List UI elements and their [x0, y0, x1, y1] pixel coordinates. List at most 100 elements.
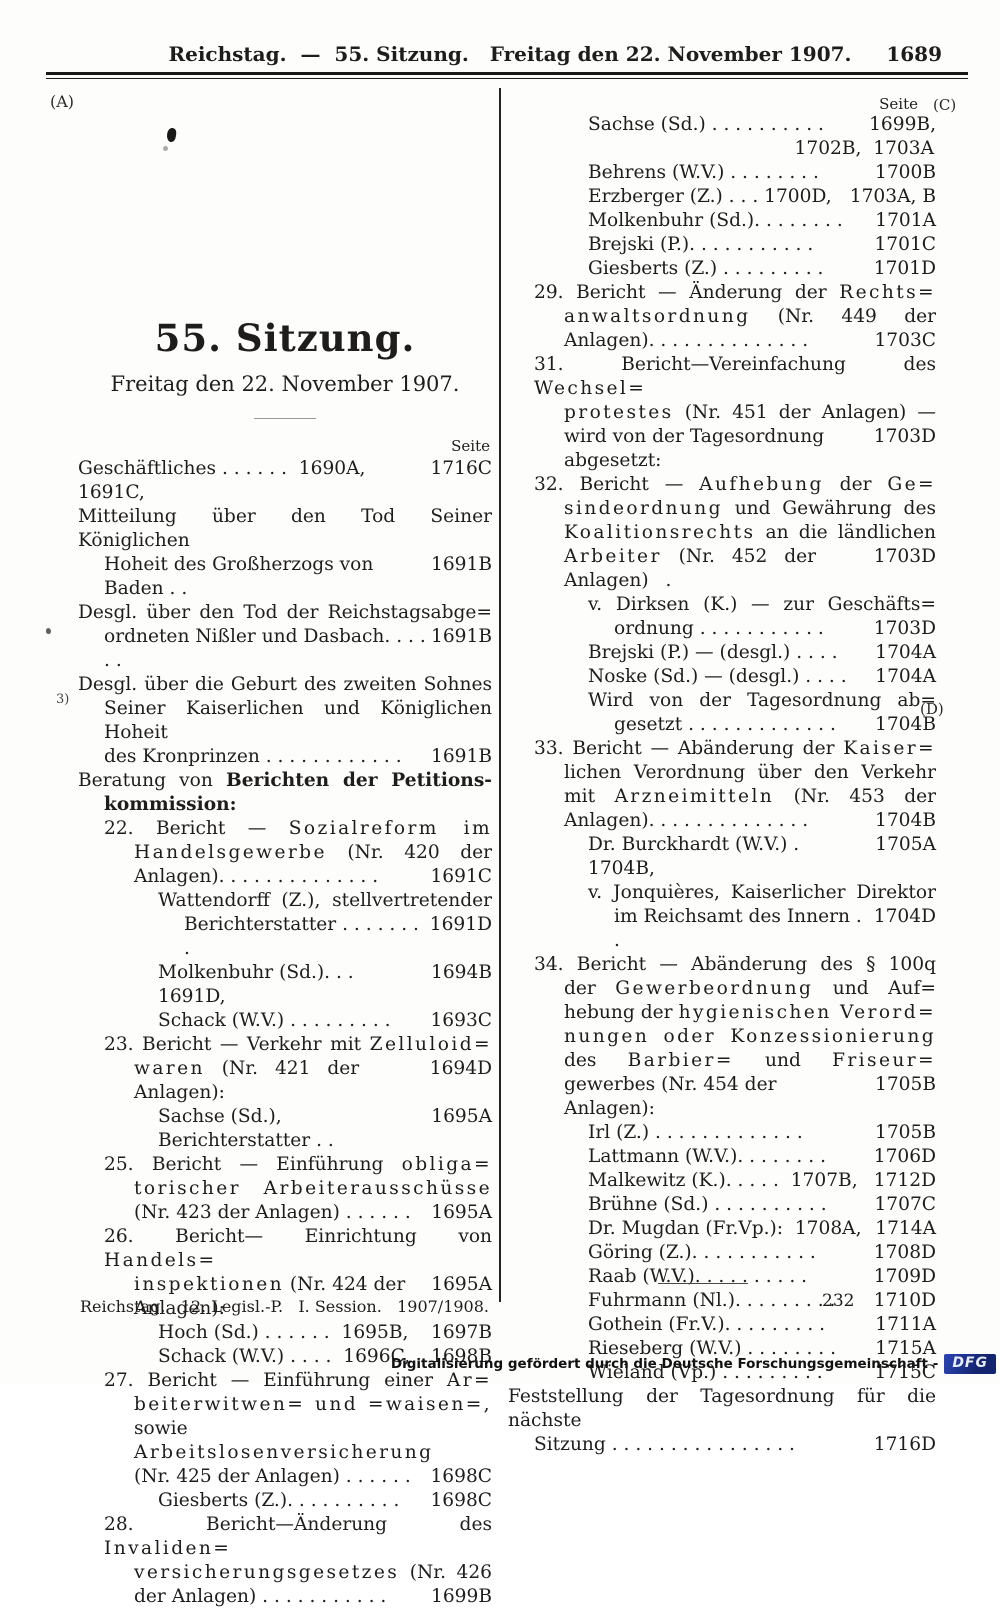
toc-entry-text: Arbeiter (Nr. 452 der Anlagen) . [564, 546, 833, 591]
toc-line: nungen oder Konzessionierung [508, 1025, 936, 1049]
toc-line: Arbeiter (Nr. 452 der Anlagen) . 1703D [508, 545, 936, 593]
toc-entry-text: Raab (W.V.). . . . . . . . . . [588, 1266, 808, 1287]
page-ref: 1698C [430, 1490, 492, 1511]
toc-line: inspektionen (Nr. 424 der Anlagen): 1695A [78, 1273, 492, 1321]
toc-entry-text: ordnung . . . . . . . . . . . [614, 618, 824, 639]
toc-line: Schack (W.V.) . . . . 1696C, 1698B [78, 1345, 492, 1369]
page-ref: 1703D [873, 618, 936, 639]
toc-line: Brühne (Sd.) . . . . . . . . . . 1707C [508, 1193, 936, 1217]
toc-line: Raab (W.V.). . . . . . . . . . 1709D [508, 1265, 936, 1289]
toc-entry-text: Handelsgewerbe (Nr. 420 der [134, 842, 492, 863]
toc-line: 28. Bericht—Änderung des Invaliden= [78, 1513, 492, 1561]
toc-entry-text: anwaltsordnung (Nr. 449 der [564, 306, 936, 327]
page-ref: 1694D [429, 1058, 492, 1079]
toc-line: Mitteilung über den Tod Seiner Königlich… [78, 505, 492, 553]
toc-line: Hoheit des Großherzogs von Baden . . 1691… [78, 553, 492, 601]
toc-line: 33. Bericht — Abänderung der Kaiser= [508, 737, 936, 761]
page-ref: 1691B [431, 554, 492, 575]
toc-entry-text: Desgl. über die Geburt des zweiten Sohne… [78, 674, 492, 695]
page-ref: 1693C [430, 1010, 492, 1031]
page-ref: 1704A [875, 642, 936, 663]
toc-line: Dr. Burckhardt (W.V.) . 1704B, 1705A [508, 833, 936, 881]
page-ref: 1691B [431, 746, 492, 767]
toc-line: Hoch (Sd.) . . . . . . 1695B, 1697B [78, 1321, 492, 1345]
toc-entry-text: sindeordnung und Gewährung des [564, 498, 936, 519]
toc-line: Feststellung der Tagesordnung für die nä… [508, 1385, 936, 1433]
session-date: Freitag den 22. November 1907. [110, 372, 460, 396]
toc-entry-text: torischer Arbeiterausschüsse [134, 1178, 492, 1199]
toc-entry-text: Schack (W.V.) . . . . . . . . . [158, 1010, 391, 1031]
page-ref: 1710D [873, 1290, 936, 1311]
left-column: 55. Sitzung. Freitag den 22. November 19… [78, 88, 492, 1609]
toc-left: Geschäftliches . . . . . . 1690A, 1691C,… [78, 457, 492, 1609]
toc-entry-text: Giesberts (Z.) . . . . . . . . . [588, 258, 824, 279]
toc-line: Dr. Mugdan (Fr.Vp.): 1708A, 1714A [508, 1217, 936, 1241]
page-ref: 1700B [875, 162, 936, 183]
toc-entry-text: 22. Bericht — Sozialreform im [104, 818, 492, 839]
toc-entry-text: gesetzt . . . . . . . . . . . . . [614, 714, 836, 735]
page-ref: 1703C [874, 330, 936, 351]
toc-entry-text: sowie Arbeitslosenversicherung [134, 1418, 434, 1463]
toc-entry-text: der Gewerbeordnung und Auf= [564, 978, 936, 999]
toc-entry-text: versicherungsgesetzes (Nr. 426 [134, 1562, 492, 1583]
toc-entry-text: Berichterstatter . . . . . . . . [184, 914, 425, 959]
toc-entry-text: wird von der Tagesordnung abgesetzt: [564, 426, 831, 471]
page-ref: 1715C [874, 1362, 936, 1383]
toc-entry-text: 1702B, 1703A [794, 138, 934, 159]
toc-entry-text: Hoheit des Großherzogs von Baden . . [104, 554, 380, 599]
page-ref: 1695A [431, 1274, 492, 1295]
toc-line: Lattmann (W.V.). . . . . . . . 1706D [508, 1145, 936, 1169]
toc-entry-text: Wieland (Vp.) . . . . . . . . . [588, 1362, 823, 1383]
toc-line: 22. Bericht — Sozialreform im [78, 817, 492, 841]
toc-entry-text: Brühne (Sd.) . . . . . . . . . . [588, 1194, 827, 1215]
toc-entry-text: (Nr. 423 der Anlagen) . . . . . . [134, 1202, 411, 1223]
toc-line: torischer Arbeiterausschüsse [78, 1177, 492, 1201]
toc-line: 26. Bericht— Einrichtung von Handels= [78, 1225, 492, 1273]
toc-entry-text: 32. Bericht — Aufhebung der Ge= [534, 474, 936, 495]
toc-entry-text: beiterwitwen= und =waisen=, [134, 1394, 492, 1415]
toc-entry-text: 28. Bericht—Änderung des Invaliden= [104, 1514, 492, 1559]
digitization-bar: Digitalisierung gefördert durch die Deut… [391, 1354, 996, 1374]
toc-line: (Nr. 423 der Anlagen) . . . . . . 1695A [78, 1201, 492, 1225]
toc-entry-text: des Kronprinzen . . . . . . . . . . . . [104, 746, 402, 767]
toc-line: 23. Bericht — Verkehr mit Zelluloid= [78, 1033, 492, 1057]
page-ref: 1695A [431, 1106, 492, 1127]
toc-line: kommission: [78, 793, 492, 817]
toc-entry-text: Brejski (P.). . . . . . . . . . . [588, 234, 814, 255]
toc-entry-text: kommission: [104, 794, 237, 815]
toc-entry-text: Anlagen). . . . . . . . . . . . . . [564, 330, 809, 351]
page-ref: 1704D [873, 906, 936, 927]
page-ref: 1701D [873, 258, 936, 279]
toc-line: Gothein (Fr.V.). . . . . . . . . 1711A [508, 1313, 936, 1337]
toc-entry-text: Anlagen). . . . . . . . . . . . . . [564, 810, 809, 831]
toc-line: v. Jonquières, Kaiserlicher Direktor [508, 881, 936, 905]
page-ref: 1711A [875, 1314, 936, 1335]
toc-entry-text: des Barbier= und Friseur= [564, 1050, 936, 1071]
toc-entry-text: Molkenbuhr (Sd.). . . . . . . . [588, 210, 843, 231]
toc-entry-text: Sachse (Sd.) . . . . . . . . . . [588, 114, 824, 135]
toc-entry-text: Gothein (Fr.V.). . . . . . . . . [588, 1314, 826, 1335]
page-ref: 1703A, B [849, 186, 936, 207]
page-ref: 1697B [431, 1322, 492, 1343]
margin-mark-a: (A) [50, 92, 75, 111]
toc-line: Schack (W.V.) . . . . . . . . . 1693C [78, 1009, 492, 1033]
toc-line: der Anlagen) . . . . . . . . . . . 1699B [78, 1585, 492, 1609]
toc-line: Behrens (W.V.) . . . . . . . . 1700B [508, 161, 936, 185]
page-ref: 1712D [873, 1170, 936, 1191]
toc-entry-text: Göring (Z.). . . . . . . . . . . [588, 1242, 816, 1263]
toc-entry-text: Mitteilung über den Tod Seiner Königlich… [78, 506, 492, 551]
toc-line: waren (Nr. 421 der Anlagen): 1694D [78, 1057, 492, 1105]
toc-entry-text: Giesberts (Z.). . . . . . . . . . [158, 1490, 400, 1511]
page-ref: 1691B [431, 626, 492, 647]
toc-line: Geschäftliches . . . . . . 1690A, 1691C,… [78, 457, 492, 505]
toc-entry-text: ordneten Nißler und Dasbach. . . . . . [104, 626, 432, 671]
toc-line: Beratung von Berichten der Petitions- [78, 769, 492, 793]
toc-entry-text: v. Jonquières, Kaiserlicher Direktor [588, 882, 936, 903]
margin-speck [46, 628, 51, 634]
toc-entry-text: protestes (Nr. 451 der Anlagen) — [564, 402, 936, 423]
toc-entry-text: Noske (Sd.) — (desgl.) . . . . [588, 666, 847, 687]
toc-entry-text: v. Dirksen (K.) — zur Geschäfts= [588, 594, 936, 615]
digitization-credit-text: Digitalisierung gefördert durch die Deut… [390, 1356, 939, 1372]
page-ref: 1691C [430, 866, 492, 887]
page-ref: 1714A [875, 1218, 936, 1239]
